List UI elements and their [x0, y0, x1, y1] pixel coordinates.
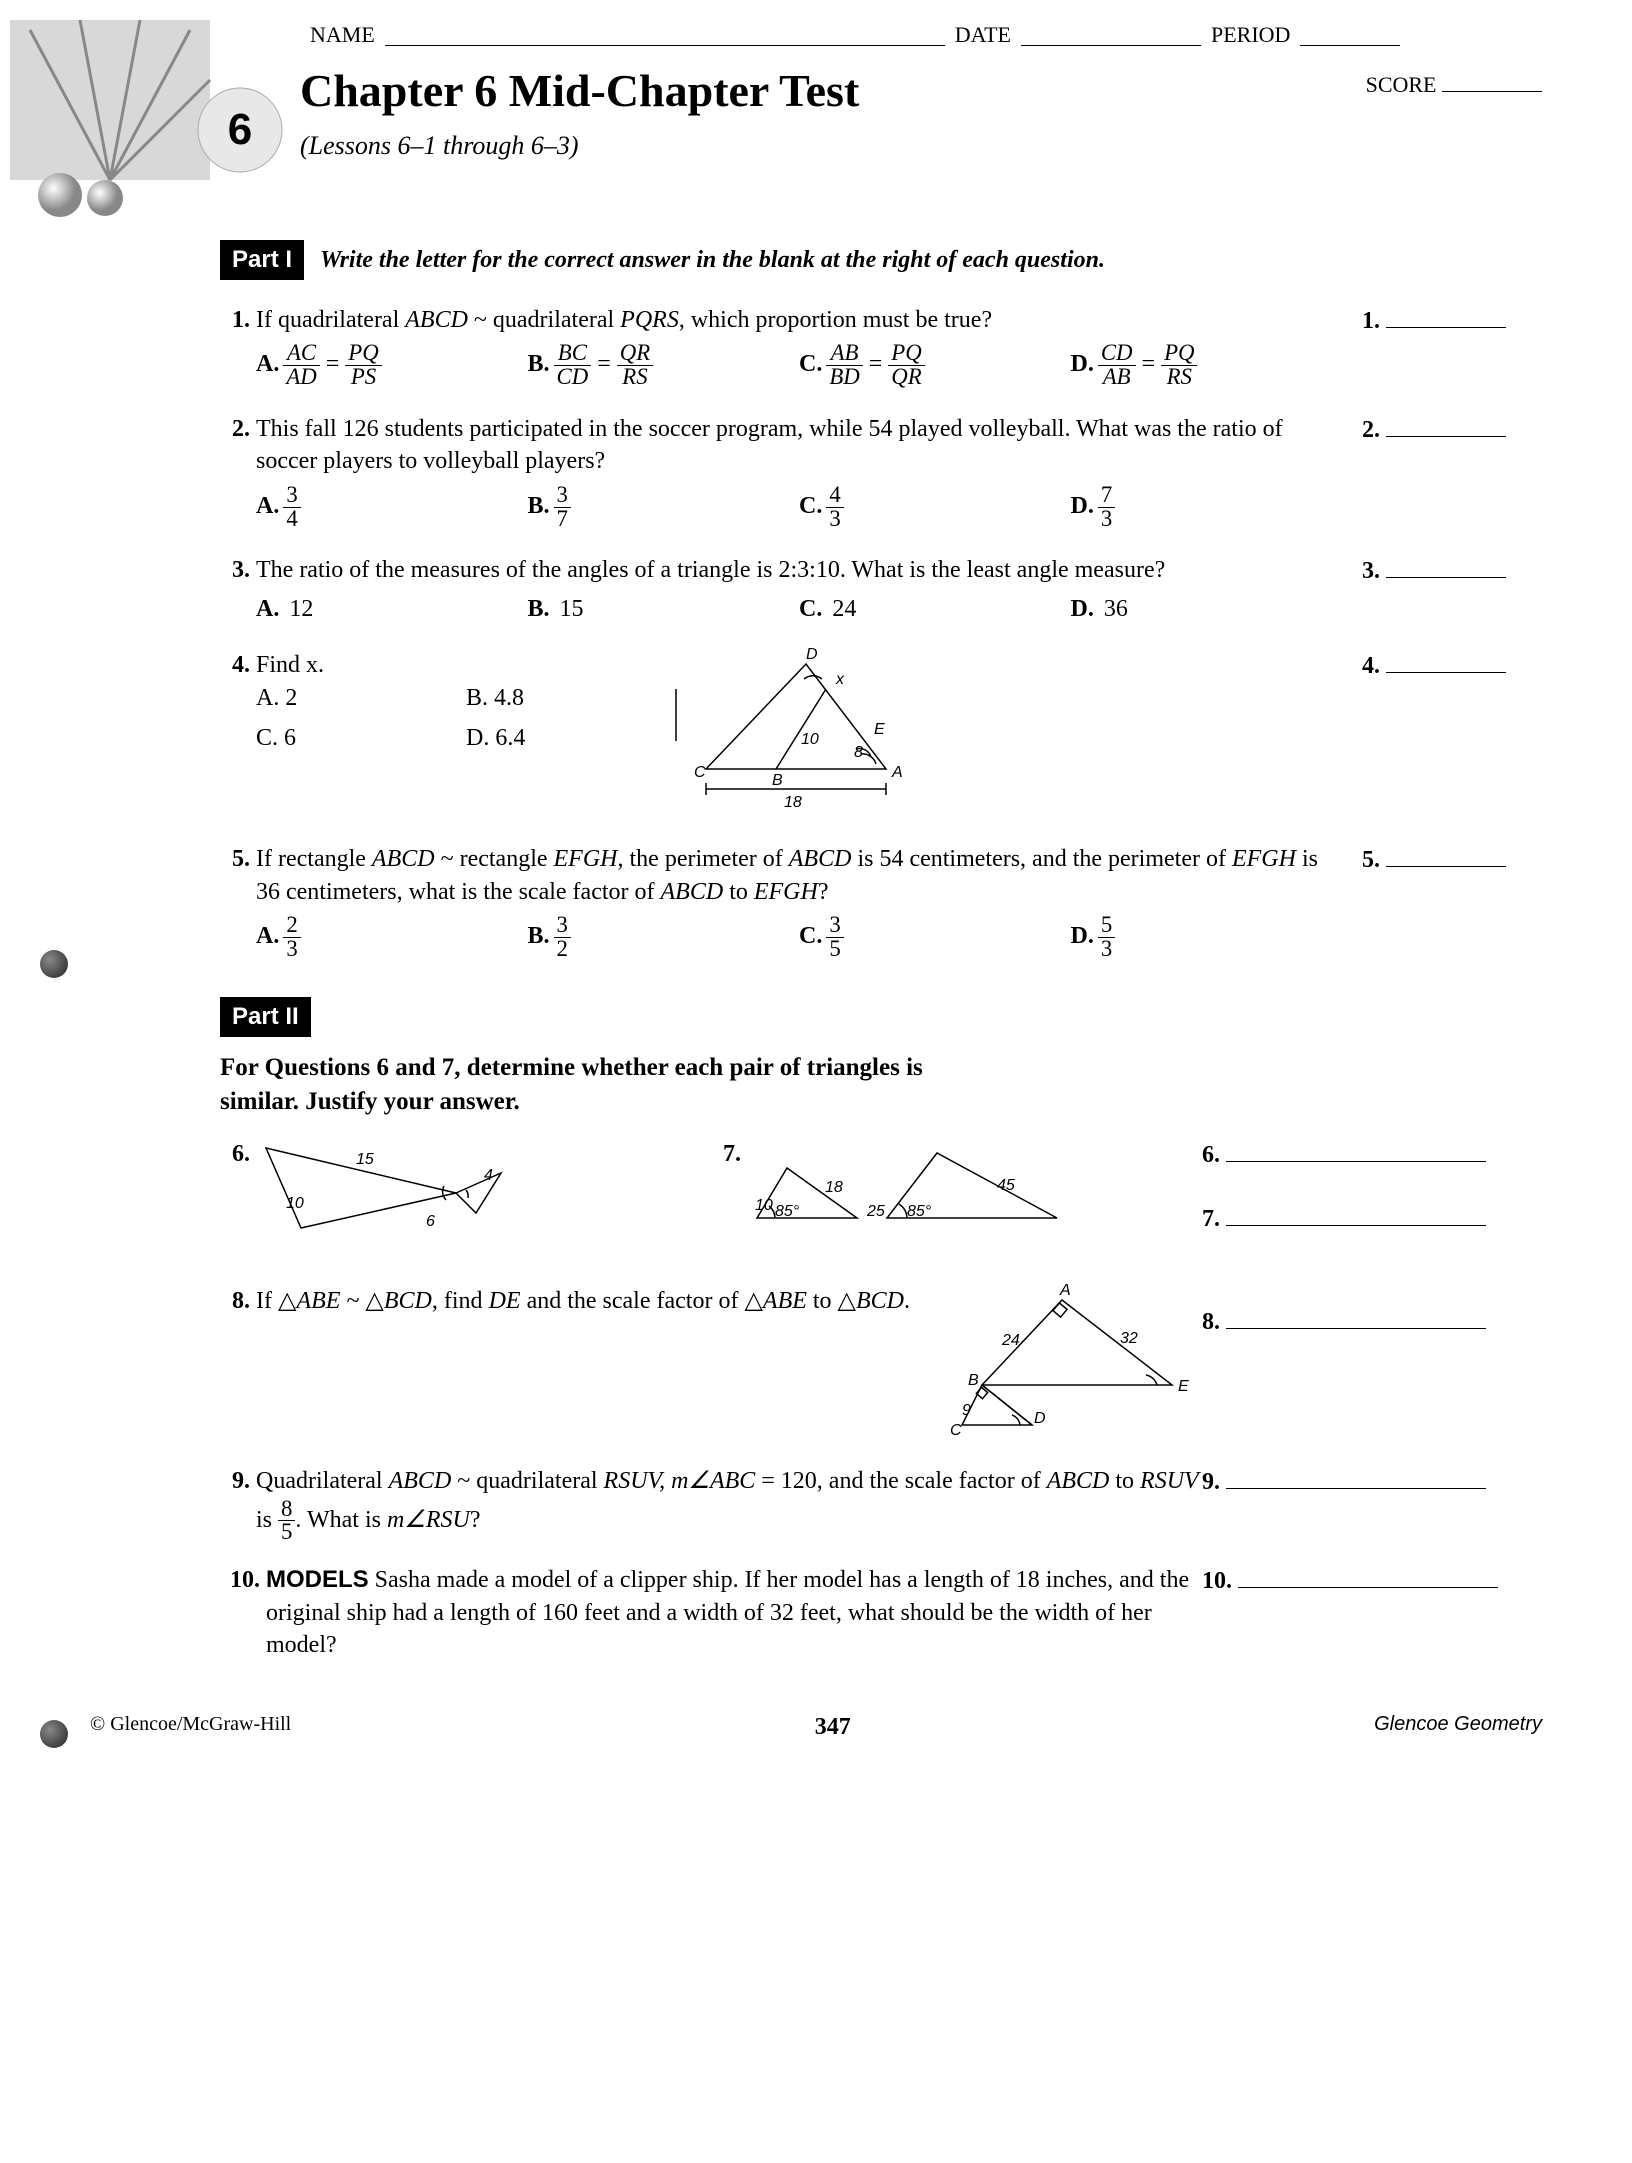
question-5: 5. If rectangle ABCD ~ rectangle EFGH, t…: [220, 843, 1542, 960]
svg-text:A: A: [1059, 1282, 1071, 1299]
svg-text:45: 45: [997, 1177, 1015, 1194]
chapter-badge: 6: [90, 60, 300, 220]
svg-text:E: E: [874, 721, 885, 738]
svg-text:9: 9: [962, 1402, 971, 1419]
svg-text:6: 6: [228, 105, 252, 154]
hole-punch: [40, 1720, 68, 1748]
questions-6-7: 6. 15 4 10 6 7.: [220, 1138, 1542, 1265]
question-3: 3. The ratio of the measures of the angl…: [220, 554, 1542, 625]
part1-header: Part I Write the letter for the correct …: [220, 240, 1542, 280]
q3-choice-a: A. 12: [256, 593, 528, 625]
question-10: 10. MODELS Sasha made a model of a clipp…: [220, 1564, 1542, 1661]
q3-answer-blank[interactable]: [1386, 554, 1506, 578]
date-label: DATE: [955, 20, 1011, 50]
svg-text:10: 10: [801, 731, 819, 748]
q3-choice-b: B. 15: [528, 593, 800, 625]
svg-text:C: C: [950, 1422, 962, 1439]
svg-text:8: 8: [854, 744, 863, 761]
q4-choice-a: A. 2: [256, 682, 466, 714]
svg-text:24: 24: [1001, 1332, 1020, 1349]
q5-choice-c: C.35: [799, 914, 1071, 961]
title-row: 6 Chapter 6 Mid-Chapter Test (Lessons 6–…: [90, 60, 1542, 220]
svg-text:85°: 85°: [907, 1203, 932, 1220]
q4-choice-c: C. 6: [256, 722, 466, 754]
question-1: 1. If quadrilateral ABCD ~ quadrilateral…: [220, 304, 1542, 389]
q1-choice-d: D.CDAB = PQRS: [1071, 342, 1343, 389]
period-blank[interactable]: [1300, 24, 1400, 46]
main-content: Part I Write the letter for the correct …: [220, 240, 1542, 1662]
q2-choice-d: D.73: [1071, 484, 1343, 531]
name-label: NAME: [310, 20, 375, 50]
q1-choice-c: C.ABBD = PQQR: [799, 342, 1071, 389]
q2-choice-a: A.34: [256, 484, 528, 531]
q6-figure: 15 4 10 6: [256, 1138, 536, 1258]
q2-choice-c: C.43: [799, 484, 1071, 531]
svg-text:32: 32: [1120, 1330, 1138, 1347]
page-subtitle: (Lessons 6–1 through 6–3): [300, 128, 1366, 163]
q4-answer-blank[interactable]: [1386, 649, 1506, 673]
page-title: Chapter 6 Mid-Chapter Test: [300, 60, 1366, 122]
svg-text:C: C: [694, 764, 706, 781]
part2-label: Part II: [220, 997, 311, 1037]
question-4: 4. Find x. A. 2 B. 4.8 C. 6 D. 6.4: [220, 649, 1542, 819]
q1-answer-blank[interactable]: [1386, 304, 1506, 328]
q8-figure: A 24 32 B E 9 C D: [942, 1285, 1202, 1445]
q3-choice-d: D. 36: [1071, 593, 1343, 625]
q5-answer-blank[interactable]: [1386, 843, 1506, 867]
svg-text:B: B: [968, 1372, 979, 1389]
q8-answer-blank[interactable]: [1226, 1305, 1486, 1329]
page-number: 347: [815, 1711, 851, 1743]
part1-instruction: Write the letter for the correct answer …: [320, 247, 1105, 273]
svg-text:18: 18: [825, 1179, 843, 1196]
svg-text:25: 25: [866, 1203, 885, 1220]
q7-answer-blank[interactable]: [1226, 1202, 1486, 1226]
q1-choice-b: B.BCCD = QRRS: [528, 342, 800, 389]
svg-text:6: 6: [426, 1213, 435, 1230]
svg-text:x: x: [835, 671, 845, 688]
q4-choice-b: B. 4.8: [466, 682, 676, 714]
q5-choice-b: B.32: [528, 914, 800, 961]
svg-text:D: D: [1034, 1410, 1046, 1427]
name-blank[interactable]: [385, 24, 945, 46]
q3-choice-c: C. 24: [799, 593, 1071, 625]
svg-text:A: A: [891, 764, 903, 781]
svg-text:18: 18: [784, 794, 802, 811]
period-label: PERIOD: [1211, 20, 1290, 50]
book-title: Glencoe Geometry: [1374, 1711, 1542, 1743]
q10-category: MODELS: [266, 1566, 369, 1593]
svg-text:85°: 85°: [775, 1203, 800, 1220]
question-2: 2. This fall 126 students participated i…: [220, 413, 1542, 530]
part1-label: Part I: [220, 240, 304, 280]
q7-figure: 10 85° 18 25 85° 45: [747, 1138, 1087, 1258]
q10-answer-blank[interactable]: [1238, 1564, 1498, 1588]
q1-choice-a: A.ACAD = PQPS: [256, 342, 528, 389]
q9-answer-blank[interactable]: [1226, 1465, 1486, 1489]
question-9: 9. Quadrilateral ABCD ~ quadrilateral RS…: [220, 1465, 1542, 1544]
header-fields: NAME DATE PERIOD: [310, 20, 1542, 50]
svg-text:10: 10: [286, 1195, 304, 1212]
part2-instruction: For Questions 6 and 7, determine whether…: [220, 1051, 980, 1119]
q6-answer-blank[interactable]: [1226, 1138, 1486, 1162]
svg-text:4: 4: [484, 1167, 493, 1184]
question-8: 8. If △ABE ~ △BCD, find DE and the scale…: [220, 1285, 1542, 1445]
q4-choice-d: D. 6.4: [466, 722, 676, 754]
q5-choice-d: D.53: [1071, 914, 1343, 961]
date-blank[interactable]: [1021, 24, 1201, 46]
part2-header: Part II For Questions 6 and 7, determine…: [220, 997, 1542, 1119]
hole-punch: [40, 950, 68, 978]
score-field: SCORE: [1366, 70, 1542, 100]
q2-answer-blank[interactable]: [1386, 413, 1506, 437]
q5-choice-a: A.23: [256, 914, 528, 961]
svg-text:10: 10: [755, 1197, 773, 1214]
svg-text:D: D: [806, 646, 818, 663]
page-footer: © Glencoe/McGraw-Hill 347 Glencoe Geomet…: [90, 1711, 1542, 1743]
copyright: © Glencoe/McGraw-Hill: [90, 1711, 291, 1743]
svg-text:15: 15: [356, 1151, 374, 1168]
svg-text:B: B: [772, 772, 783, 789]
score-blank[interactable]: [1442, 70, 1542, 92]
svg-text:E: E: [1178, 1378, 1189, 1395]
q2-choice-b: B.37: [528, 484, 800, 531]
q4-figure: D x E A B C 10 8 18: [676, 649, 936, 819]
